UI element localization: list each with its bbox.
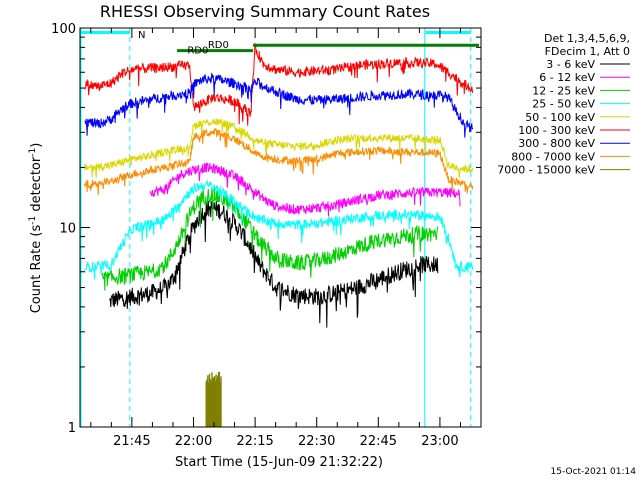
y-axis-label-sup2: -1 bbox=[28, 148, 38, 157]
annotation-rd0-1: RD0 bbox=[187, 46, 208, 57]
legend-label-3-6-kev: 3 - 6 keV bbox=[546, 58, 595, 71]
legend-label-300-800-kev: 300 - 800 keV bbox=[518, 137, 595, 150]
x-axis-label: Start Time (15-Jun-09 21:32:22) bbox=[175, 455, 383, 470]
y-tick-label-100: 100 bbox=[51, 22, 76, 37]
legend-label-12-25-kev: 12 - 25 keV bbox=[532, 84, 595, 97]
y-axis-label-sup1: -1 bbox=[28, 216, 38, 225]
x-axis: 21:45 22:00 22:15 22:30 22:45 23:00 bbox=[90, 28, 482, 449]
legend: Det 1,3,4,5,6,9,FDecim 1, Att 03 - 6 keV… bbox=[497, 32, 630, 177]
legend-label-800-7000-kev: 800 - 7000 keV bbox=[511, 150, 595, 163]
legend-label-25-50-kev: 25 - 50 keV bbox=[532, 98, 595, 111]
x-tick-label-23-00: 23:00 bbox=[421, 434, 458, 449]
x-tick-label-22-15: 22:15 bbox=[236, 434, 273, 449]
series-line-6-12-kev bbox=[149, 162, 461, 217]
legend-header-1: FDecim 1, Att 0 bbox=[545, 45, 630, 58]
x-tick-label-22-30: 22:30 bbox=[298, 434, 335, 449]
series-line-800-7000-kev bbox=[84, 127, 474, 196]
y-tick-label-10: 10 bbox=[59, 222, 76, 237]
series-line-12-25-kev bbox=[101, 187, 439, 291]
x-tick-label-22-00: 22:00 bbox=[175, 434, 212, 449]
chart-title: RHESSI Observing Summary Count Rates bbox=[100, 2, 430, 21]
legend-label-7000-15000-kev: 7000 - 15000 keV bbox=[497, 164, 595, 177]
series-group: N RD0 RD0 bbox=[80, 28, 479, 427]
legend-header-0: Det 1,3,4,5,6,9, bbox=[544, 32, 630, 45]
series-line-3-6-kev bbox=[109, 200, 439, 328]
series-line-300-800-kev bbox=[84, 72, 474, 138]
y-axis-label-mid: detector bbox=[29, 156, 44, 216]
series-line-50-100-kev bbox=[84, 118, 474, 179]
y-axis-label-main: Count Rate (s bbox=[29, 225, 44, 314]
legend-label-100-300-kev: 100 - 300 keV bbox=[518, 124, 595, 137]
y-axis: 1 10 100 bbox=[51, 22, 481, 436]
series-line-100-300-kev bbox=[84, 42, 474, 126]
y-axis-label-end: ) bbox=[29, 143, 44, 148]
y-axis-label: Count Rate (s-1 detector-1) bbox=[28, 143, 44, 314]
x-tick-label-22-45: 22:45 bbox=[360, 434, 397, 449]
legend-label-6-12-kev: 6 - 12 keV bbox=[539, 71, 595, 84]
legend-label-50-100-kev: 50 - 100 keV bbox=[525, 111, 595, 124]
x-tick-label-21-45: 21:45 bbox=[113, 434, 150, 449]
timestamp: 15-Oct-2021 01:14 bbox=[551, 467, 637, 477]
annotation-rd0-2: RD0 bbox=[208, 40, 229, 51]
y-tick-label-1: 1 bbox=[68, 421, 76, 436]
series-line-25-50-kev bbox=[84, 178, 474, 280]
plot-area: N RD0 RD0 bbox=[80, 28, 479, 427]
annotation-n-0: N bbox=[138, 30, 145, 41]
